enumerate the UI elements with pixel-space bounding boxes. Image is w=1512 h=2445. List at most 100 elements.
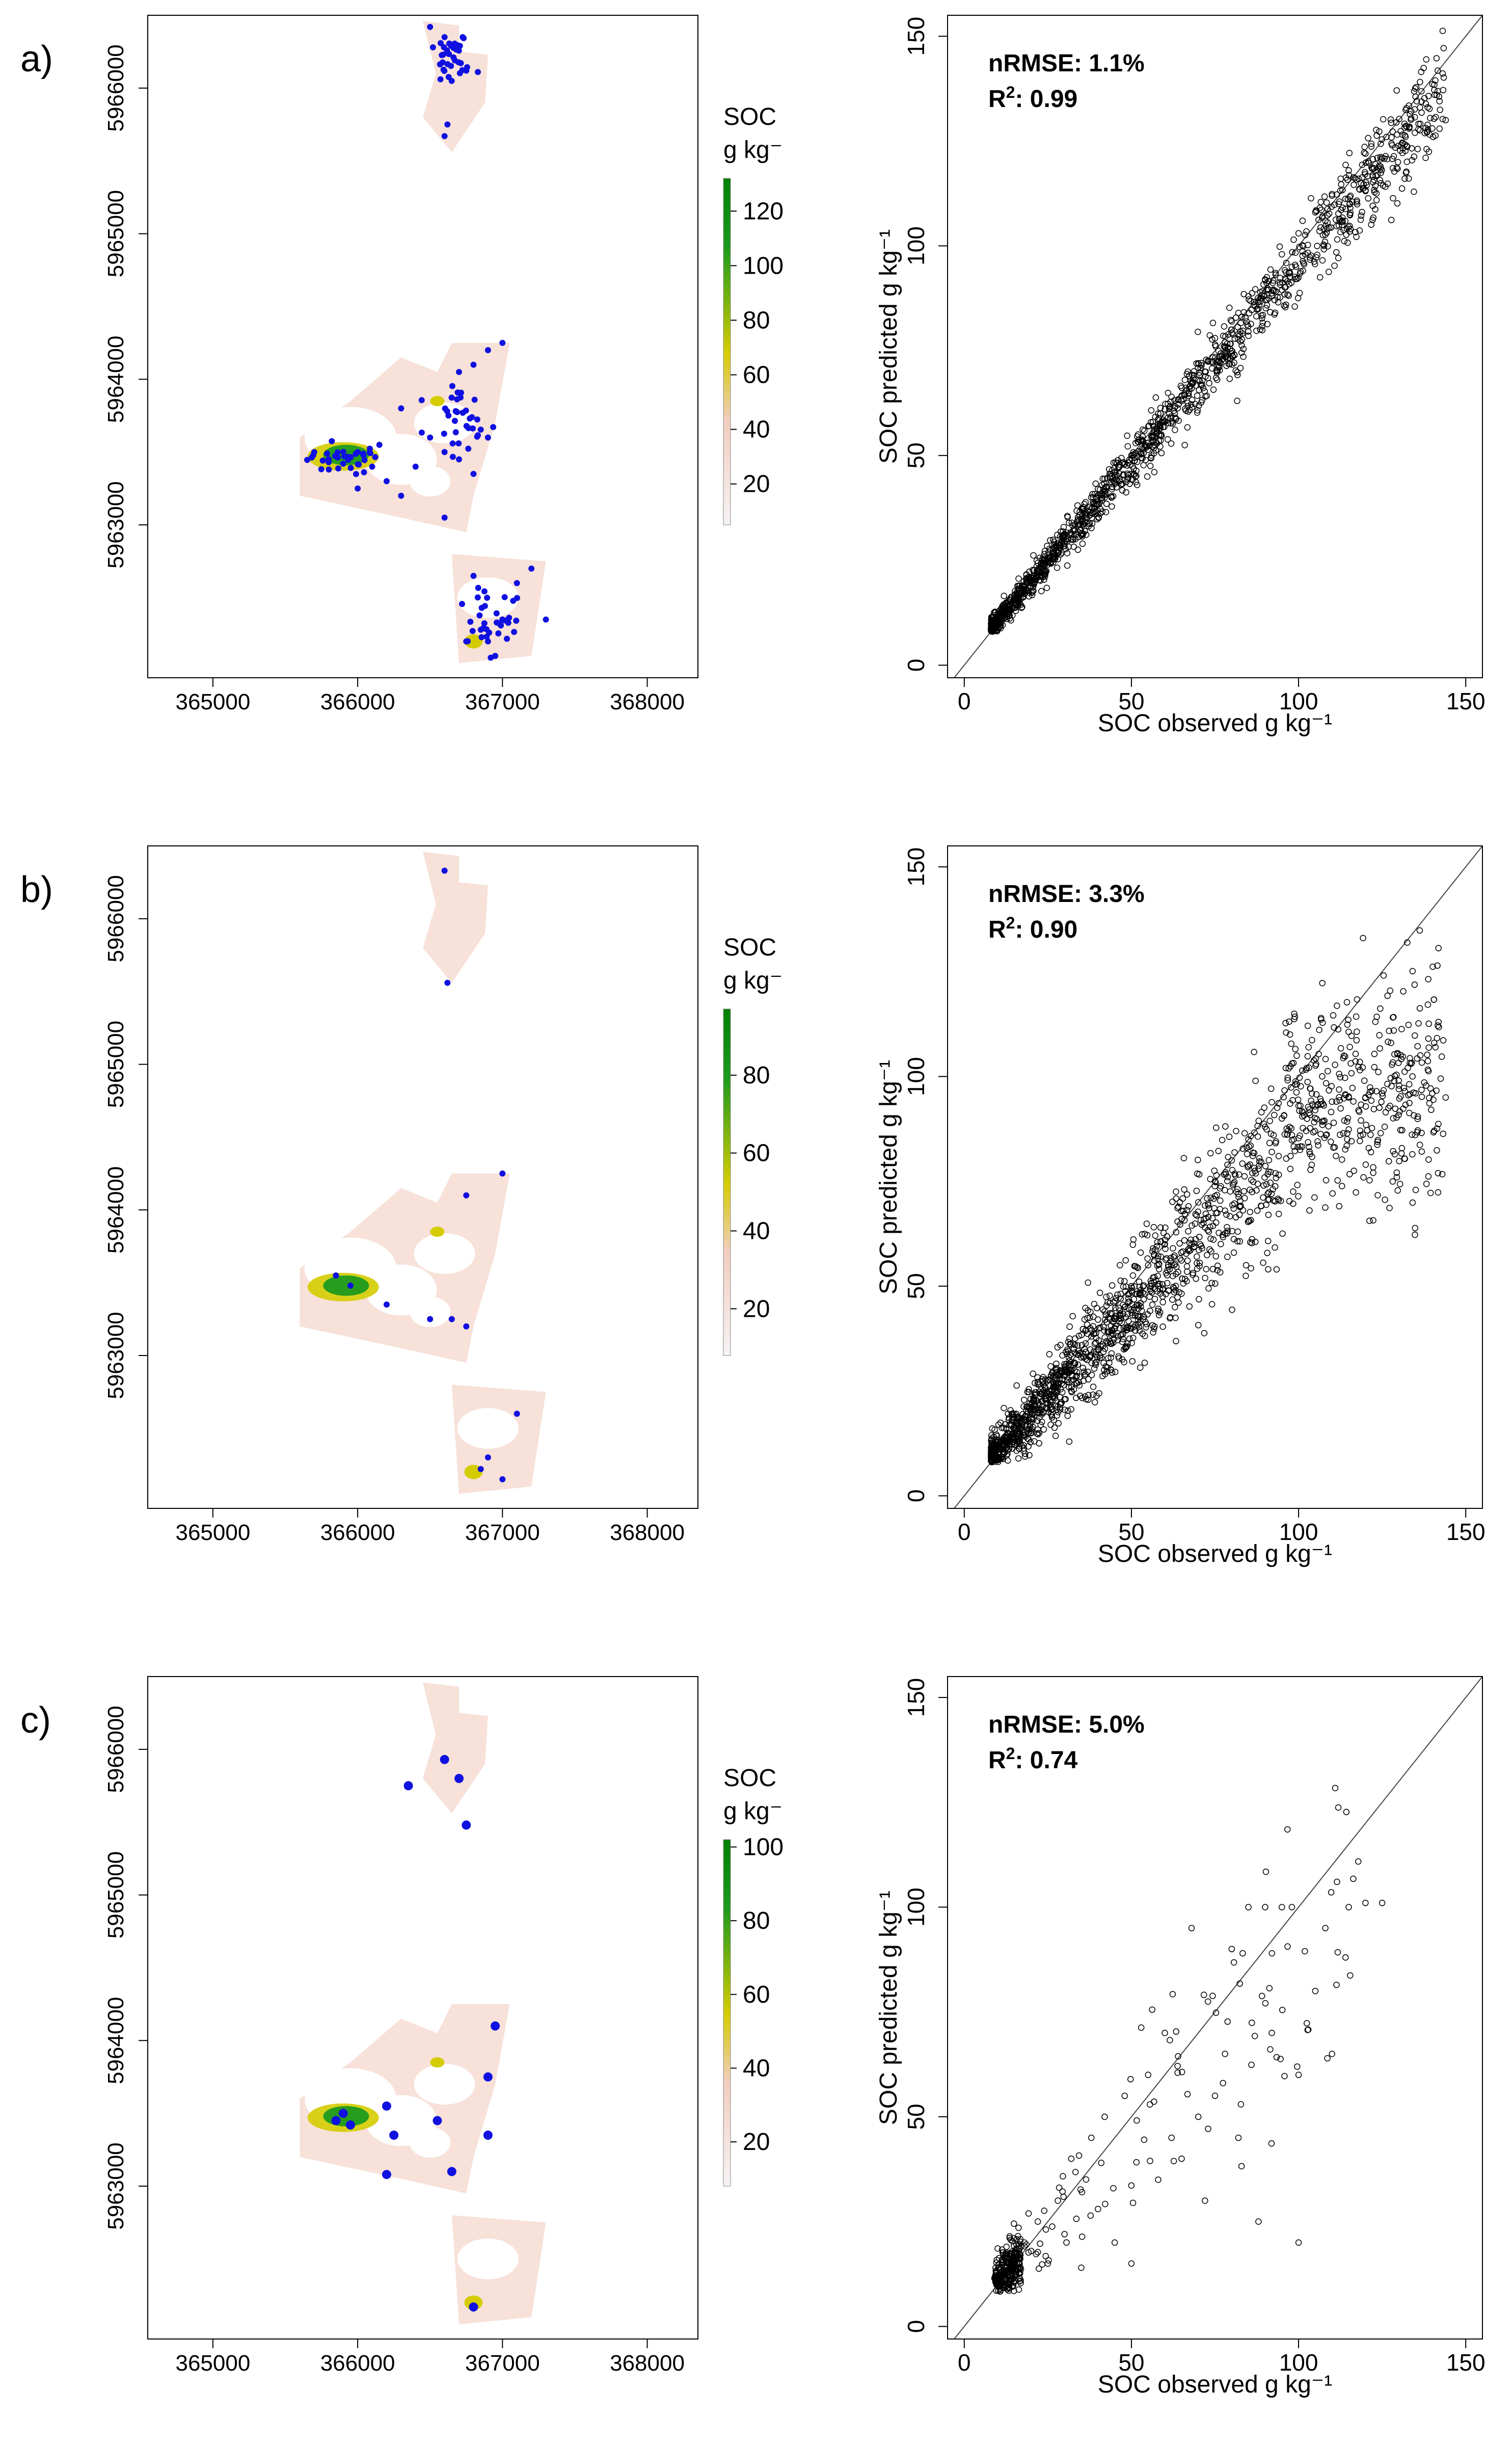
scatter-point — [1176, 1255, 1183, 1262]
scatter-point — [1230, 1249, 1237, 1256]
scatter-point — [1120, 1283, 1127, 1290]
scatter-point — [1435, 1189, 1442, 1196]
scatter-point — [1102, 2200, 1109, 2208]
scatter-point — [1224, 1161, 1231, 1168]
scatter-point — [1090, 1384, 1097, 1390]
sample-point — [467, 619, 474, 625]
scatter-point — [1112, 1305, 1119, 1311]
scatter-point — [1130, 470, 1137, 477]
scatter-point — [1179, 2068, 1185, 2076]
sample-point — [319, 457, 326, 464]
scatter-point — [1041, 2207, 1048, 2214]
scatter-point — [1430, 115, 1438, 122]
scatter-point — [1120, 461, 1127, 468]
scatter-point — [1191, 1243, 1198, 1251]
scatter-point — [1317, 199, 1324, 205]
scatter-point — [1405, 1092, 1412, 1099]
scatter-point — [1345, 1904, 1352, 1910]
scatter-point — [1306, 1064, 1312, 1071]
scatter-point — [1055, 1420, 1062, 1427]
scatter-point — [1316, 274, 1324, 281]
scatter-point — [1172, 1314, 1179, 1321]
scatter-point — [1061, 2231, 1068, 2238]
scatter-point — [1178, 1249, 1185, 1256]
scatter-point — [1254, 1133, 1261, 1140]
scatter-point — [1116, 1312, 1123, 1318]
sample-point — [486, 629, 493, 636]
scatter-point — [1193, 1187, 1200, 1194]
y-tick-label: 100 — [903, 226, 929, 265]
scatter-point — [1359, 208, 1365, 216]
scatter-point — [1049, 1398, 1056, 1405]
scatter-point — [1043, 1400, 1050, 1406]
scatter-point — [1423, 146, 1430, 152]
scatter-point — [1394, 158, 1401, 166]
colorbar-unit: g kg⁻ — [723, 967, 782, 994]
scatter-point — [1380, 972, 1387, 979]
scatter-point — [1042, 1396, 1048, 1403]
scatter-point — [1387, 116, 1394, 123]
scatter-point — [1079, 1350, 1087, 1357]
scatter-point — [996, 1451, 1003, 1458]
scatter-point — [1202, 368, 1209, 375]
scatter-point — [1233, 1128, 1239, 1134]
scatter-point — [1395, 1085, 1402, 1093]
scatter-point — [1200, 1991, 1207, 1998]
scatter-point — [1162, 2030, 1168, 2036]
scatter-point — [1311, 1119, 1318, 1126]
scatter-point — [1360, 1174, 1367, 1181]
sample-point — [449, 454, 456, 460]
scatter-point — [1116, 1305, 1122, 1311]
scatter-point — [1092, 1361, 1099, 1368]
scatter-point — [1295, 2071, 1302, 2078]
scatter-point — [1163, 1269, 1170, 1277]
scatter-point — [1287, 1063, 1294, 1070]
scatter-point — [1102, 1363, 1109, 1370]
scatter-point — [1418, 109, 1425, 116]
scatter-point — [1347, 193, 1354, 199]
scatter-point — [1172, 1304, 1178, 1311]
scatter-point — [1251, 1049, 1257, 1055]
scatter-point — [1149, 1301, 1156, 1308]
scatter-point — [1425, 1156, 1432, 1163]
sample-point — [470, 361, 477, 368]
scatter-point — [988, 1454, 994, 1461]
sample-point — [471, 396, 478, 403]
scatter-point — [1367, 1084, 1373, 1091]
scatter-point — [1147, 1278, 1154, 1284]
scatter-point — [1262, 1868, 1270, 1875]
scatter-point — [1401, 132, 1408, 139]
scatter-point — [1155, 1253, 1162, 1259]
nrmse-label: nRMSE: 3.3% — [988, 881, 1145, 908]
scatter-point — [1234, 1238, 1241, 1244]
scatter-point — [1407, 1091, 1413, 1098]
scatter-point — [1124, 443, 1131, 450]
scatter-point — [1122, 1303, 1129, 1310]
scatter-point — [1393, 1114, 1400, 1121]
scatter-point — [1374, 154, 1381, 162]
scatter-point — [1424, 1066, 1432, 1073]
scatter-point — [1303, 228, 1310, 235]
scatter-point — [1439, 70, 1446, 77]
scatter-point — [1366, 1177, 1373, 1184]
scatter-point — [1429, 134, 1437, 140]
scatter-point — [1001, 1404, 1007, 1412]
scatter-point — [1129, 463, 1136, 470]
sample-point — [449, 383, 455, 389]
x-tick-label: 365000 — [175, 2351, 250, 2376]
sample-point — [438, 40, 444, 46]
scatter-point — [1270, 1132, 1277, 1138]
scatter-point — [1337, 1074, 1344, 1081]
scatter-point — [1374, 1192, 1381, 1199]
scatter-point — [1365, 158, 1371, 165]
scatter-point — [1052, 1432, 1059, 1439]
scatter-point — [1436, 1024, 1442, 1030]
scatter-point — [1151, 2098, 1157, 2105]
scatter-point — [1274, 1104, 1281, 1111]
scatter-point — [1202, 1202, 1208, 1209]
scatter-point — [1178, 2155, 1185, 2162]
scatter-point — [1389, 128, 1396, 135]
scatter-point — [1015, 593, 1021, 600]
scatter-point — [1169, 420, 1176, 427]
scatter-point — [1157, 1253, 1164, 1260]
